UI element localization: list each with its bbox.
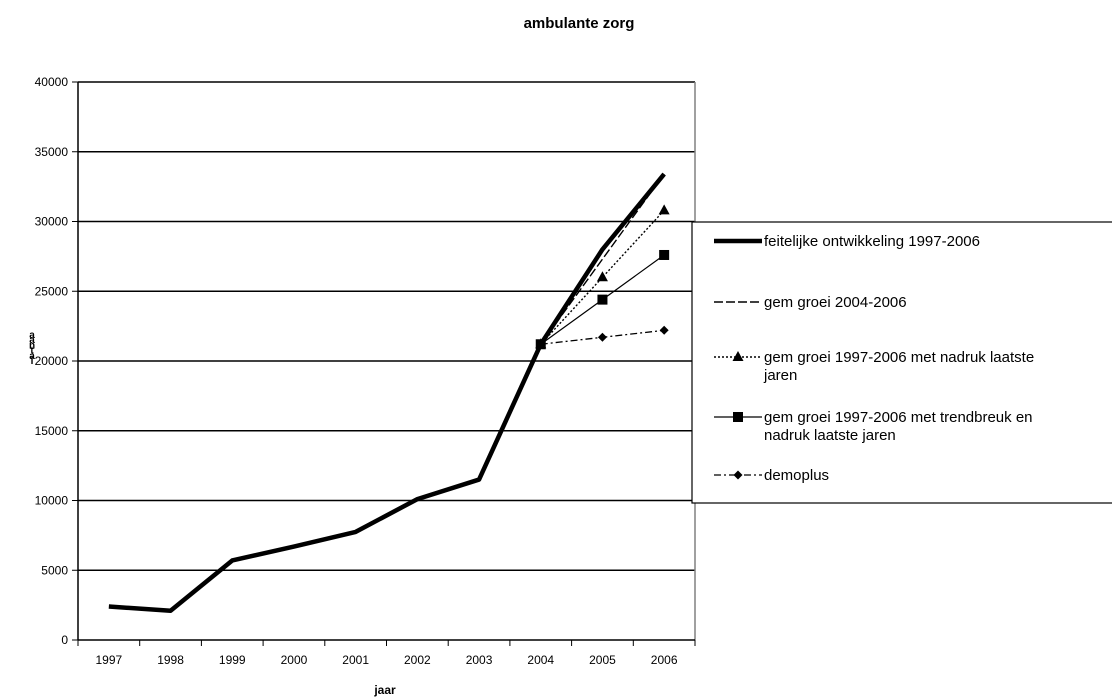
x-tick-label: 1998	[157, 653, 184, 667]
x-axis-title: jaar	[373, 683, 396, 697]
x-tick-label: 2005	[589, 653, 616, 667]
y-axis-title-letter: l	[31, 356, 34, 367]
legend-label: feitelijke ontwikkeling 1997-2006	[764, 233, 980, 250]
data-point	[659, 325, 669, 335]
y-tick-label: 35000	[35, 145, 69, 159]
legend-box	[691, 221, 1112, 504]
data-point	[658, 204, 670, 215]
x-tick-label: 2000	[281, 653, 308, 667]
y-tick-label: 40000	[35, 75, 69, 89]
plot-area: 0 5000 10000 15000 20000 25000 30000 35000 40000…	[35, 75, 696, 667]
x-tick-label: 2003	[466, 653, 493, 667]
series-line	[108, 172, 666, 613]
data-point	[732, 351, 744, 361]
y-tick-label: 5000	[41, 563, 68, 577]
x-tick-label: 2001	[342, 653, 369, 667]
data-point	[597, 332, 607, 342]
x-tick-label: 2006	[651, 653, 678, 667]
y-tick-label: 30000	[35, 215, 69, 229]
legend-label: gem groei 2004-2006	[764, 294, 907, 311]
data-point	[597, 294, 608, 305]
y-tick-label: 25000	[35, 284, 69, 298]
data-point	[733, 470, 743, 480]
y-tick-label: 0	[61, 633, 68, 647]
y-axis-title-letter: t	[30, 346, 34, 357]
data-point	[596, 271, 608, 282]
legend-label: gem groei 1997-2006 met trendbreuk en nad…	[764, 409, 1033, 444]
y-axis-title-letter: a	[29, 335, 35, 346]
x-tick-label: 1999	[219, 653, 246, 667]
data-point	[659, 249, 670, 260]
data-point	[733, 412, 743, 422]
y-tick-label: 10000	[35, 494, 69, 508]
x-tick-label: 1997	[95, 653, 122, 667]
legend-label: demoplus	[764, 467, 829, 484]
chart-title: ambulante zorg	[524, 15, 635, 32]
x-tick-label: 2002	[404, 653, 431, 667]
x-tick-label: 2004	[527, 653, 554, 667]
y-axis-title-letter: a	[29, 330, 35, 341]
y-axis-title-letter: n	[29, 340, 35, 351]
y-tick-label: 20000	[35, 354, 69, 368]
legend: feitelijke ontwikkeling 1997-2006 gem gro…	[691, 221, 1112, 504]
y-axis-title-letter: a	[29, 351, 35, 362]
y-tick-label: 15000	[35, 424, 69, 438]
legend-label: gem groei 1997-2006 met nadruk laatste ja…	[763, 349, 1034, 384]
